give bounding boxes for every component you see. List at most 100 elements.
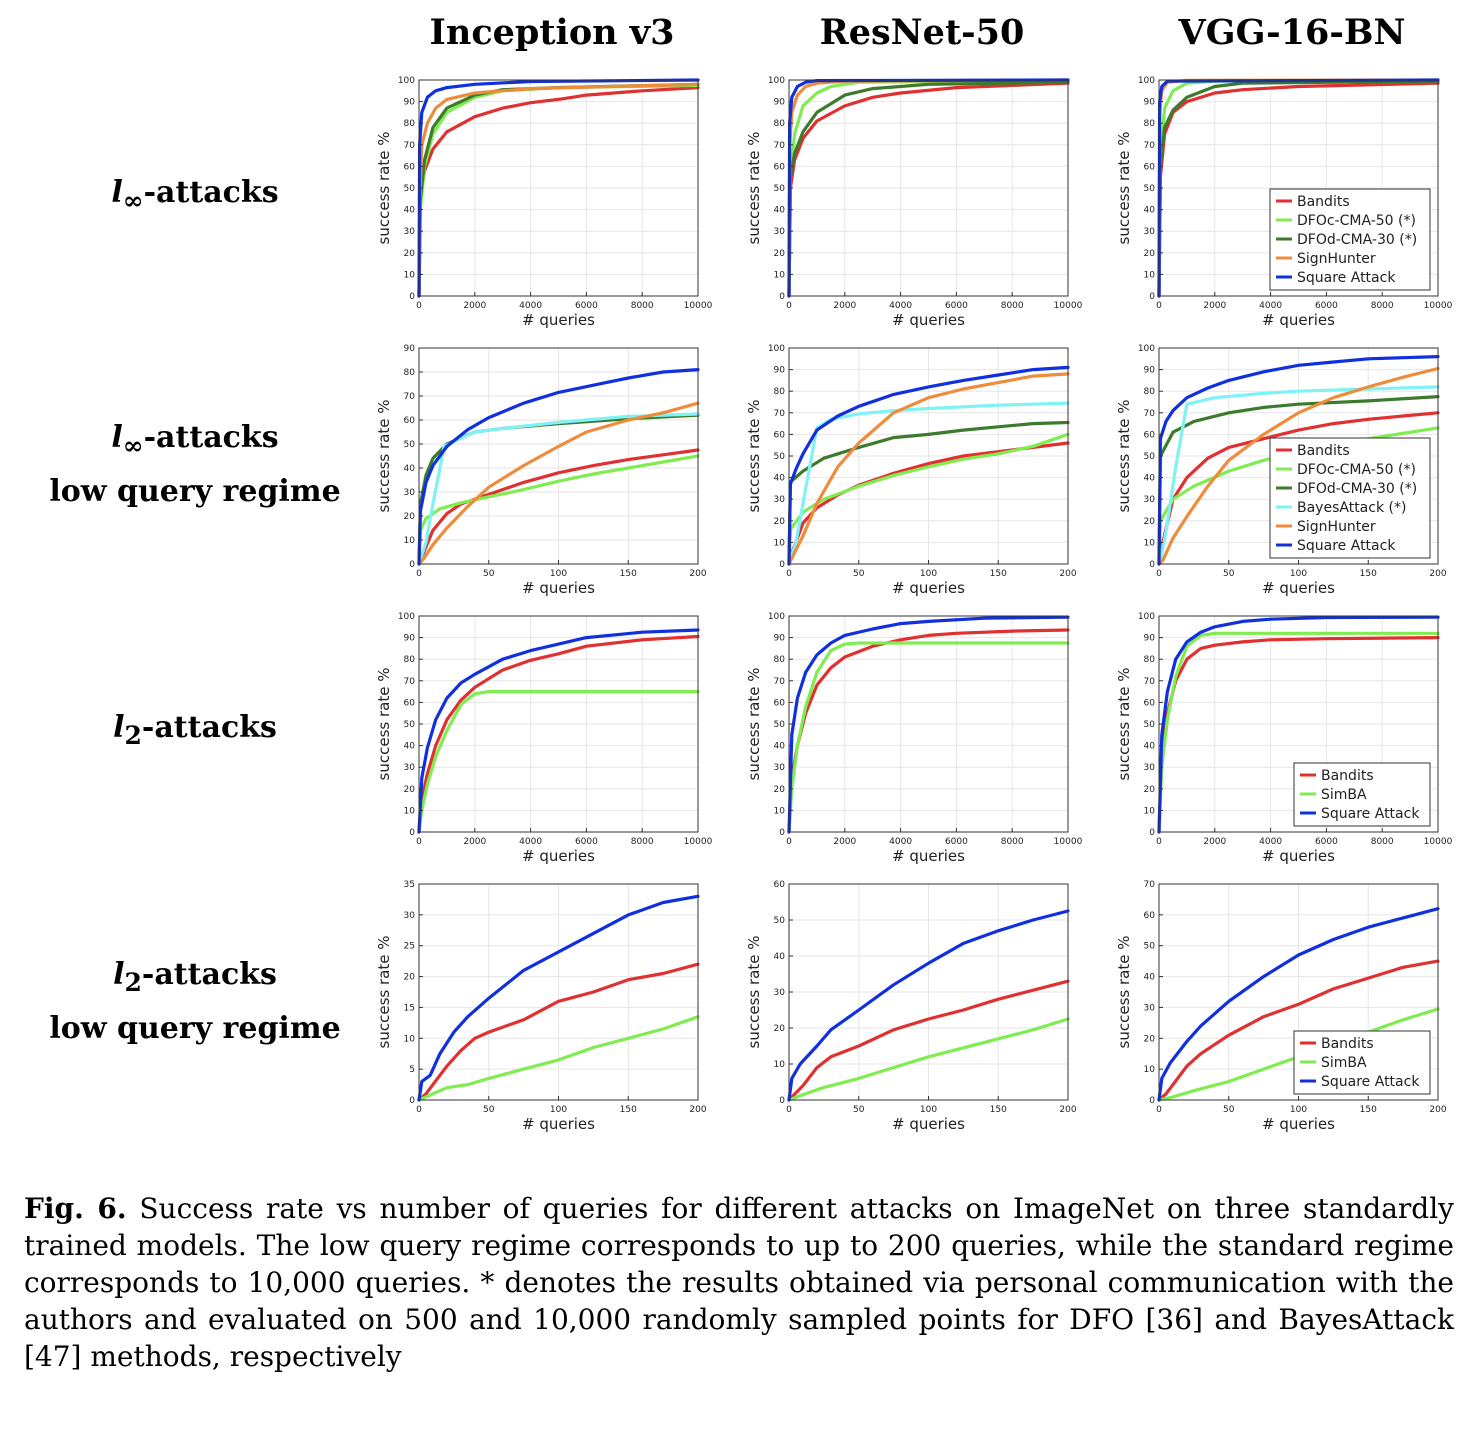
y-tick-label: 20 <box>774 1024 786 1034</box>
x-axis-label: # queries <box>892 847 965 865</box>
column-title-resnet: ResNet-50 <box>819 12 1025 53</box>
x-tick-label: 200 <box>689 1105 706 1115</box>
caption-label: Fig. 6. <box>24 1192 127 1225</box>
y-tick-label: 20 <box>404 973 416 983</box>
y-tick-label: 60 <box>1144 430 1156 440</box>
y-tick-label: 20 <box>774 249 786 259</box>
y-tick-label: 70 <box>404 677 416 687</box>
y-tick-label: 40 <box>1144 973 1156 983</box>
x-tick-label: 2000 <box>463 301 486 311</box>
x-tick-label: 150 <box>620 1105 637 1115</box>
row-title-text: -attacks <box>143 420 279 455</box>
y-tick-label: 70 <box>774 677 786 687</box>
series-line-dfod <box>787 80 1070 298</box>
x-tick-label: 0 <box>786 301 792 311</box>
y-tick-label: 90 <box>404 98 416 108</box>
x-tick-label: 100 <box>1290 569 1307 579</box>
y-tick-label: 20 <box>404 249 416 259</box>
legend-entry: DFOd-CMA-30 (*) <box>1297 232 1417 248</box>
x-tick-label: 100 <box>1290 1105 1307 1115</box>
series-line-signhunter <box>787 372 1070 566</box>
chart-panel-2-2: 0 10 20 30 40 50 60 70 80 90 100 0 2000 4000 6000 8000 1… <box>1115 612 1453 865</box>
y-tick-label: 20 <box>1144 1034 1156 1044</box>
series-line-dfoc <box>417 454 700 566</box>
x-tick-label: 50 <box>853 569 865 579</box>
y-tick-label: 40 <box>774 474 786 484</box>
y-tick-label: 80 <box>404 368 416 378</box>
y-tick-label: 40 <box>404 464 416 474</box>
y-tick-label: 80 <box>404 655 416 665</box>
x-tick-label: 0 <box>786 569 792 579</box>
y-tick-label: 0 <box>409 1096 415 1106</box>
y-tick-label: 35 <box>404 880 415 890</box>
x-tick-label: 10000 <box>1424 837 1453 847</box>
x-tick-label: 8000 <box>1371 301 1394 311</box>
y-tick-label: 20 <box>404 785 416 795</box>
row-title-l2: l2-attacks <box>0 705 390 759</box>
y-tick-label: 60 <box>1144 162 1156 172</box>
legend-entry: Bandits <box>1321 768 1374 784</box>
x-tick-label: 0 <box>1156 837 1162 847</box>
y-tick-label: 0 <box>1149 560 1155 570</box>
y-tick-label: 20 <box>1144 785 1156 795</box>
legend-entry: Bandits <box>1297 443 1350 459</box>
x-tick-label: 150 <box>990 569 1007 579</box>
chart-panel-2-0: 0 10 20 30 40 50 60 70 80 90 100 0 2000 4000 6000 8000 1… <box>375 612 713 865</box>
legend-entry: DFOd-CMA-30 (*) <box>1297 481 1417 497</box>
x-tick-label: 50 <box>853 1105 865 1115</box>
figure-caption: Fig. 6. Success rate vs number of querie… <box>24 1190 1454 1375</box>
legend-box <box>1269 188 1431 291</box>
legend-entry: DFOc-CMA-50 (*) <box>1297 213 1416 229</box>
y-tick-label: 60 <box>404 698 416 708</box>
y-tick-label: 90 <box>1144 366 1156 376</box>
series-line-dfod <box>787 420 1070 566</box>
series-line-bandits <box>417 634 700 834</box>
chart-panel-1-1: 0 10 20 30 40 50 60 70 80 90 100 0 50 100 150 200 # quer… <box>745 344 1077 597</box>
series-line-bandits <box>1157 959 1440 1102</box>
y-tick-label: 15 <box>404 1003 415 1013</box>
row-title-subscript: 2 <box>124 968 142 997</box>
x-tick-label: 150 <box>990 1105 1007 1115</box>
x-axis-label: # queries <box>892 1115 965 1133</box>
x-tick-label: 10000 <box>684 837 713 847</box>
x-tick-label: 8000 <box>1371 837 1394 847</box>
y-tick-label: 90 <box>1144 634 1156 644</box>
y-tick-label: 40 <box>404 742 416 752</box>
y-tick-label: 70 <box>1144 880 1156 890</box>
row-title-text: -attacks <box>141 710 277 745</box>
y-tick-label: 10 <box>1144 538 1156 548</box>
y-tick-label: 0 <box>409 292 415 302</box>
series-line-simba <box>1157 1007 1440 1102</box>
y-tick-label: 70 <box>404 141 416 151</box>
legend-entry: BayesAttack (*) <box>1297 500 1406 516</box>
y-tick-label: 100 <box>1138 344 1155 354</box>
y-tick-label: 30 <box>774 495 786 505</box>
y-tick-label: 30 <box>1144 227 1156 237</box>
x-tick-label: 0 <box>1156 301 1162 311</box>
series-line-square <box>787 365 1070 566</box>
column-title-vgg: VGG-16-BN <box>1178 12 1406 53</box>
x-tick-label: 4000 <box>519 301 542 311</box>
x-tick-label: 200 <box>1059 569 1076 579</box>
y-tick-label: 50 <box>774 452 786 462</box>
series-line-signhunter <box>417 401 700 566</box>
legend-entry: SignHunter <box>1297 519 1376 535</box>
y-tick-label: 100 <box>768 612 785 622</box>
legend-entry: Bandits <box>1297 194 1350 210</box>
x-tick-label: 100 <box>920 569 937 579</box>
x-tick-label: 6000 <box>1315 301 1338 311</box>
caption-text: Success rate vs number of queries for di… <box>24 1192 1454 1373</box>
x-tick-label: 0 <box>1156 569 1162 579</box>
x-tick-label: 150 <box>620 569 637 579</box>
x-tick-label: 10000 <box>1054 837 1083 847</box>
y-tick-label: 0 <box>1149 1096 1155 1106</box>
series-line-bandits <box>417 448 700 566</box>
y-tick-label: 70 <box>404 392 416 402</box>
x-axis-label: # queries <box>522 1115 595 1133</box>
y-tick-label: 20 <box>1144 249 1156 259</box>
y-tick-label: 80 <box>1144 387 1156 397</box>
y-tick-label: 20 <box>1144 517 1156 527</box>
row-title-linf-low: l∞-attacks low query regime <box>0 415 390 515</box>
y-tick-label: 40 <box>1144 742 1156 752</box>
y-tick-label: 30 <box>404 227 416 237</box>
